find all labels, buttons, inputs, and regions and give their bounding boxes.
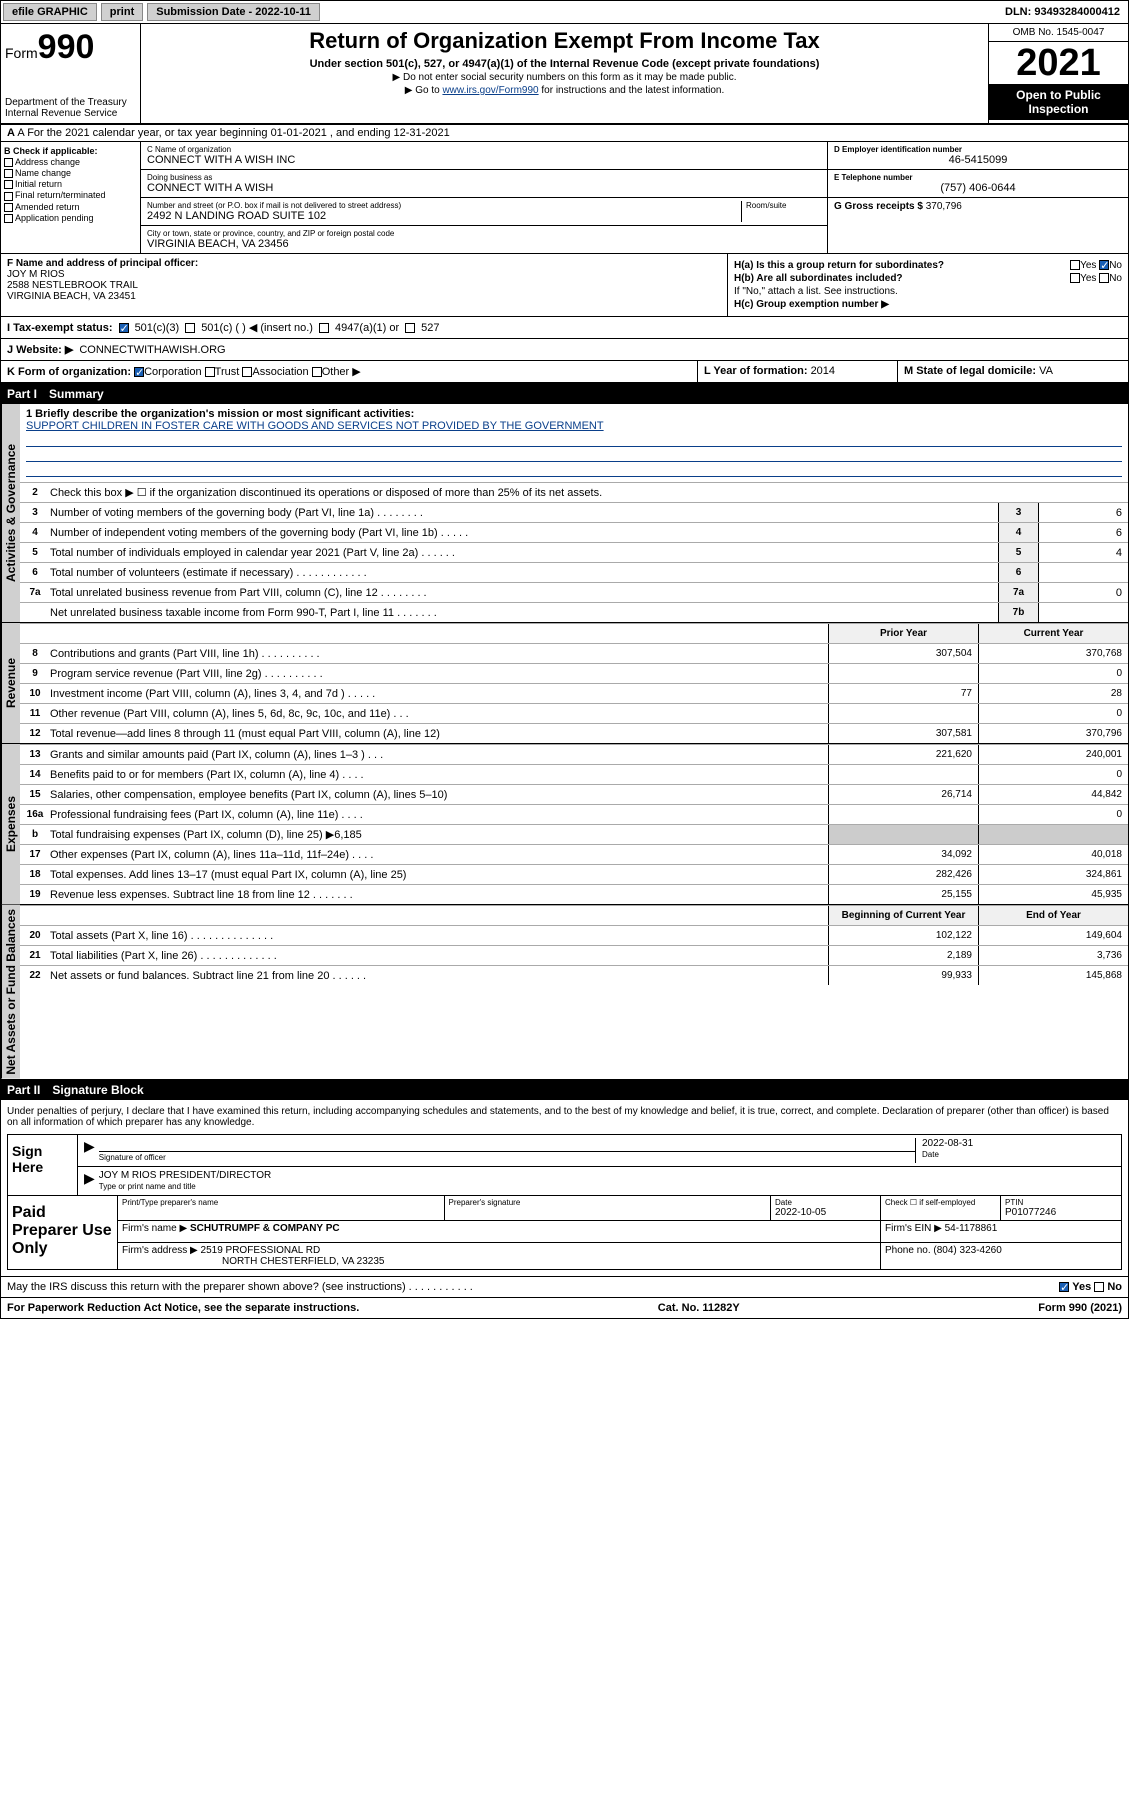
col-d: D Employer identification number46-54150… xyxy=(828,142,1128,253)
block-bcd: B Check if applicable: Address change Na… xyxy=(1,142,1128,254)
row-klm: K Form of organization: Corporation Trus… xyxy=(1,361,1128,384)
city-state-zip: VIRGINIA BEACH, VA 23456 xyxy=(147,238,821,250)
gov-line: 6Total number of volunteers (estimate if… xyxy=(20,562,1128,582)
print-button[interactable]: print xyxy=(101,3,143,21)
data-line: 12Total revenue—add lines 8 through 11 (… xyxy=(20,723,1128,743)
col-b: B Check if applicable: Address change Na… xyxy=(1,142,141,253)
side-label-governance: Activities & Governance xyxy=(1,404,20,622)
data-line: 11Other revenue (Part VIII, column (A), … xyxy=(20,703,1128,723)
501c3-checkbox[interactable] xyxy=(119,323,129,333)
tax-year: 2021 xyxy=(989,42,1128,84)
paid-preparer-label: Paid Preparer Use Only xyxy=(8,1196,118,1269)
section-governance: Activities & Governance 1 Briefly descri… xyxy=(1,404,1128,623)
gov-line: 5Total number of individuals employed in… xyxy=(20,542,1128,562)
data-line: 10Investment income (Part VIII, column (… xyxy=(20,683,1128,703)
row-i: I Tax-exempt status: 501(c)(3) 501(c) ( … xyxy=(1,317,1128,339)
ptin: P01077246 xyxy=(1005,1207,1117,1218)
col-c: C Name of organizationCONNECT WITH A WIS… xyxy=(141,142,828,253)
form-container: efile GRAPHIC print Submission Date - 20… xyxy=(0,0,1129,1319)
may-discuss-row: May the IRS discuss this return with the… xyxy=(1,1276,1128,1297)
firm-phone: (804) 323-4260 xyxy=(933,1245,1001,1256)
gov-line: 3Number of voting members of the governi… xyxy=(20,502,1128,522)
form-title: Return of Organization Exempt From Incom… xyxy=(147,28,982,54)
form-number: Form990 xyxy=(5,28,136,67)
section-revenue: Revenue Prior YearCurrent Year 8Contribu… xyxy=(1,623,1128,744)
data-line: 9Program service revenue (Part VIII, lin… xyxy=(20,663,1128,683)
data-line: bTotal fundraising expenses (Part IX, co… xyxy=(20,824,1128,844)
officer-name-title: JOY M RIOS PRESIDENT/DIRECTOR xyxy=(99,1170,271,1181)
row-a-period: A A For the 2021 calendar year, or tax y… xyxy=(1,125,1128,142)
year-formed: 2014 xyxy=(811,365,835,377)
row-j: J Website: ▶ CONNECTWITHAWISH.ORG xyxy=(1,339,1128,361)
data-line: 18Total expenses. Add lines 13–17 (must … xyxy=(20,864,1128,884)
efile-label: efile GRAPHIC xyxy=(3,3,97,21)
form-header: Form990 Department of the Treasury Inter… xyxy=(1,24,1128,125)
note-ssn: ▶ Do not enter social security numbers o… xyxy=(147,72,982,83)
omb-number: OMB No. 1545-0047 xyxy=(989,24,1128,42)
gross-receipts: 370,796 xyxy=(926,201,962,212)
part2-header: Part IISignature Block xyxy=(1,1080,1128,1100)
dept-label: Department of the Treasury Internal Reve… xyxy=(5,97,136,119)
side-label-netassets: Net Assets or Fund Balances xyxy=(1,905,20,1079)
data-line: 16aProfessional fundraising fees (Part I… xyxy=(20,804,1128,824)
street-address: 2492 N LANDING ROAD SUITE 102 xyxy=(147,210,741,222)
irs-link[interactable]: www.irs.gov/Form990 xyxy=(442,85,538,96)
submission-date: Submission Date - 2022-10-11 xyxy=(147,3,320,21)
block-fh: F Name and address of principal officer:… xyxy=(1,254,1128,317)
gov-line: Net unrelated business taxable income fr… xyxy=(20,602,1128,622)
ein: 46-5415099 xyxy=(834,154,1122,166)
telephone: (757) 406-0644 xyxy=(834,182,1122,194)
data-line: 14Benefits paid to or for members (Part … xyxy=(20,764,1128,784)
org-name: CONNECT WITH A WISH INC xyxy=(147,154,821,166)
note-link: ▶ Go to www.irs.gov/Form990 for instruct… xyxy=(147,85,982,96)
page-footer: For Paperwork Reduction Act Notice, see … xyxy=(1,1297,1128,1318)
gov-line: 4Number of independent voting members of… xyxy=(20,522,1128,542)
form-subtitle: Under section 501(c), 527, or 4947(a)(1)… xyxy=(147,58,982,70)
data-line: 21Total liabilities (Part X, line 26) . … xyxy=(20,945,1128,965)
firm-name: SCHUTRUMPF & COMPANY PC xyxy=(190,1223,340,1234)
penalties-text: Under penalties of perjury, I declare th… xyxy=(7,1106,1122,1128)
side-label-revenue: Revenue xyxy=(1,623,20,743)
col-h: H(a) Is this a group return for subordin… xyxy=(728,254,1128,316)
officer-name: JOY M RIOS xyxy=(7,269,721,280)
data-line: 20Total assets (Part X, line 16) . . . .… xyxy=(20,925,1128,945)
part1-header: Part ISummary xyxy=(1,384,1128,404)
section-netassets: Net Assets or Fund Balances Beginning of… xyxy=(1,905,1128,1080)
dba: CONNECT WITH A WISH xyxy=(147,182,821,194)
sign-here-label: Sign Here xyxy=(8,1135,78,1195)
gov-line: 7aTotal unrelated business revenue from … xyxy=(20,582,1128,602)
data-line: 8Contributions and grants (Part VIII, li… xyxy=(20,643,1128,663)
open-to-public: Open to Public Inspection xyxy=(989,84,1128,120)
data-line: 13Grants and similar amounts paid (Part … xyxy=(20,744,1128,764)
data-line: 17Other expenses (Part IX, column (A), l… xyxy=(20,844,1128,864)
topbar: efile GRAPHIC print Submission Date - 20… xyxy=(1,1,1128,24)
firm-ein: 54-1178861 xyxy=(945,1223,998,1234)
data-line: 22Net assets or fund balances. Subtract … xyxy=(20,965,1128,985)
website: CONNECTWITHAWISH.ORG xyxy=(79,344,225,356)
side-label-expenses: Expenses xyxy=(1,744,20,904)
may-yes-checkbox[interactable] xyxy=(1059,1282,1069,1292)
mission-text: SUPPORT CHILDREN IN FOSTER CARE WITH GOO… xyxy=(26,420,1122,432)
mission-block: 1 Briefly describe the organization's mi… xyxy=(20,404,1128,482)
data-line: 15Salaries, other compensation, employee… xyxy=(20,784,1128,804)
dln: DLN: 93493284000412 xyxy=(1005,6,1126,18)
section-expenses: Expenses 13Grants and similar amounts pa… xyxy=(1,744,1128,905)
signature-block: Under penalties of perjury, I declare th… xyxy=(1,1100,1128,1276)
domicile-state: VA xyxy=(1039,365,1053,377)
data-line: 19Revenue less expenses. Subtract line 1… xyxy=(20,884,1128,904)
col-f: F Name and address of principal officer:… xyxy=(1,254,728,316)
